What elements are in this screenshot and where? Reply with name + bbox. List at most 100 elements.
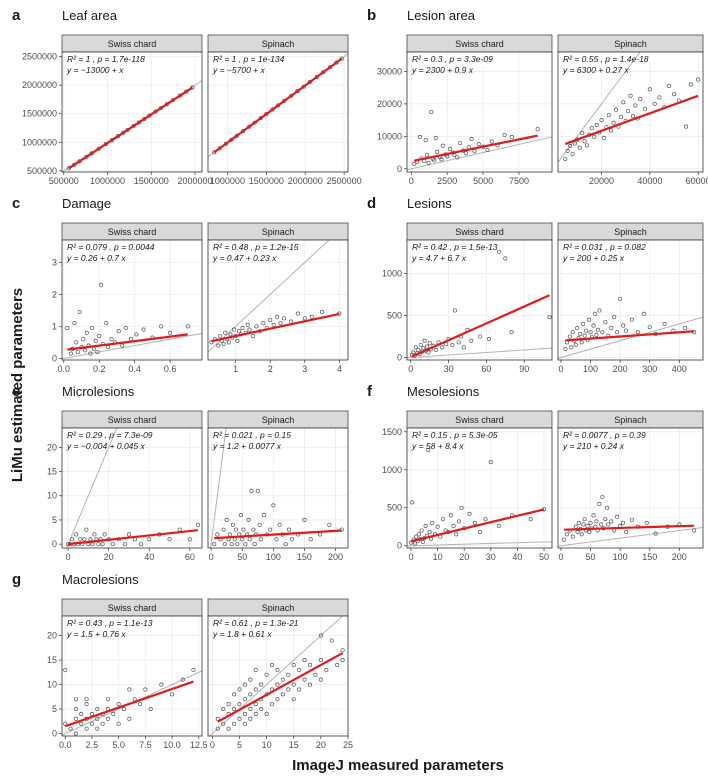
equation-annotation: y = 0.26 + 0.7 x: [66, 253, 126, 263]
data-point: [98, 282, 104, 287]
data-point: [95, 349, 100, 355]
data-point: [84, 697, 89, 702]
data-point: [469, 136, 474, 141]
y-tick-label: 0: [52, 353, 57, 363]
data-point: [618, 114, 623, 119]
data-point: [141, 327, 146, 332]
data-point: [79, 711, 84, 717]
data-point: [630, 114, 635, 119]
regression-line: [214, 529, 342, 540]
data-point: [461, 345, 466, 350]
data-point: [609, 128, 614, 133]
data-point: [662, 321, 667, 326]
data-point: [259, 707, 264, 712]
data-point: [683, 326, 688, 331]
x-tick-label: 40: [512, 552, 522, 562]
data-point: [496, 249, 502, 254]
data-point: [253, 702, 258, 707]
x-tick-label: 100: [583, 364, 598, 374]
data-point: [249, 488, 254, 493]
identity-line: [62, 670, 202, 736]
data-point: [226, 340, 231, 345]
figure-y-axis-label: LiMu estimated parameters: [9, 288, 26, 482]
equation-annotation: y = 1.2 + 0.0077 x: [212, 441, 282, 451]
data-point: [467, 511, 472, 516]
x-tick-label: 5000: [473, 176, 493, 186]
x-tick-label: 40: [144, 552, 154, 562]
data-point: [476, 142, 481, 147]
data-point: [252, 542, 257, 547]
data-point: [578, 331, 583, 337]
data-point: [318, 677, 323, 682]
data-point: [126, 532, 132, 537]
data-point: [416, 347, 421, 352]
data-point: [629, 317, 635, 322]
data-point: [581, 522, 586, 527]
stats-annotation: R² = 0.031 , p = 0.082: [563, 242, 646, 252]
stats-annotation: R² = 0.42 , p = 1.5e-13: [412, 242, 498, 252]
data-point: [247, 537, 252, 542]
data-point: [440, 345, 445, 350]
data-point: [609, 519, 614, 524]
data-point: [231, 327, 236, 332]
data-point: [278, 321, 283, 326]
data-point: [275, 314, 280, 319]
data-point: [78, 537, 83, 542]
data-point: [261, 513, 267, 518]
data-point: [240, 325, 245, 331]
data-point: [147, 537, 152, 542]
x-tick-label: 5.0: [112, 740, 125, 750]
panel-border: [406, 51, 553, 173]
data-point: [95, 707, 100, 712]
data-point: [603, 320, 608, 325]
panel-f: f Mesolesions Swiss chard R² = 0.15 , p = 5…: [367, 383, 704, 562]
data-point: [416, 532, 422, 537]
data-point: [111, 711, 116, 717]
data-point: [253, 687, 258, 692]
data-point: [281, 316, 287, 321]
data-point: [601, 135, 606, 140]
data-point: [231, 707, 237, 712]
equation-annotation: y = 2300 + 0.9 x: [411, 65, 474, 75]
data-point: [624, 328, 629, 333]
identity-line: [208, 240, 330, 353]
data-point: [185, 324, 190, 329]
data-point: [435, 149, 440, 154]
x-tick-label: 0: [66, 552, 71, 562]
data-point: [502, 132, 507, 138]
facet-swiss-chard: Swiss chard R² = 0.43 , p = 1.1e-13y = 1.…: [47, 598, 208, 750]
data-point: [600, 495, 605, 500]
data-point: [302, 316, 307, 321]
data-point: [427, 341, 432, 346]
stats-annotation: R² = 1 , p = 1e-134: [213, 54, 285, 64]
panel-c: c Damage Swiss chard R² = 0.079 , p = 0.004…: [12, 195, 349, 374]
data-point: [257, 522, 262, 527]
data-point: [628, 93, 633, 98]
data-point: [233, 527, 239, 532]
data-point: [427, 530, 432, 535]
data-point: [642, 106, 648, 111]
figure-x-axis-label: ImageJ measured parameters: [292, 757, 504, 774]
regression-line: [564, 94, 699, 145]
data-point: [116, 702, 121, 707]
panel-title: Leaf area: [62, 8, 118, 23]
x-tick-label: 1500000: [134, 176, 169, 186]
data-point: [573, 342, 578, 347]
data-point: [280, 677, 285, 682]
regression-line: [565, 330, 695, 342]
data-point: [286, 527, 291, 532]
identity-line: [65, 428, 118, 548]
panel-letter: a: [12, 7, 21, 24]
data-point: [621, 323, 626, 328]
data-point: [92, 532, 97, 537]
x-tick-label: 200: [672, 552, 687, 562]
data-point: [116, 721, 121, 726]
data-point: [110, 542, 115, 547]
panel-letter: c: [12, 195, 20, 212]
data-point: [688, 82, 693, 87]
data-point: [597, 308, 602, 313]
data-point: [187, 537, 192, 542]
stats-annotation: R² = 0.15 , p = 5.3e-05: [412, 430, 498, 440]
data-point: [324, 667, 329, 672]
data-point: [297, 667, 302, 672]
